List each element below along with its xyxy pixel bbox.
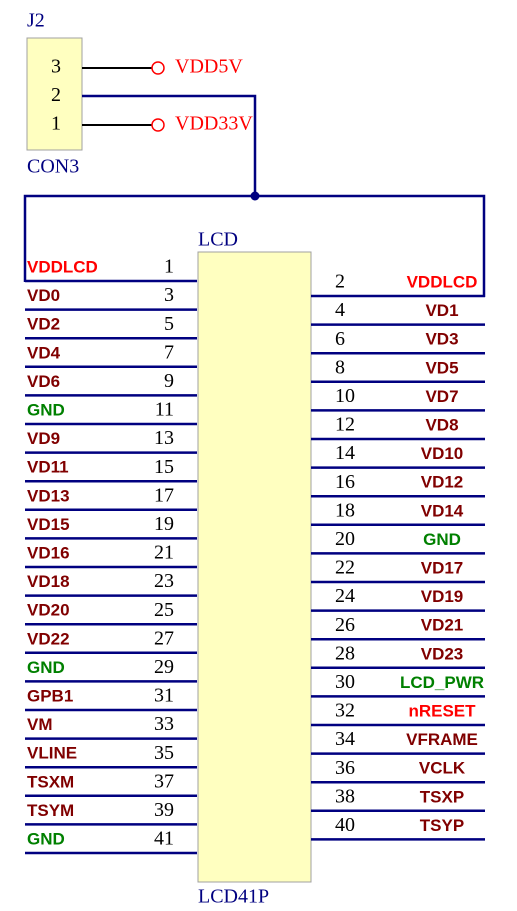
pin-number: 3 bbox=[164, 284, 174, 306]
net-label: VD18 bbox=[27, 572, 70, 591]
pin-number: 2 bbox=[335, 271, 345, 293]
power-port bbox=[151, 61, 165, 75]
net-label: nRESET bbox=[408, 701, 476, 720]
j2-ref: J2 bbox=[27, 10, 45, 32]
net-label: VFRAME bbox=[406, 730, 478, 749]
net-label: VD21 bbox=[421, 616, 464, 635]
pin-number: 31 bbox=[154, 685, 174, 707]
net-label: VD10 bbox=[421, 444, 464, 463]
net-label: VD20 bbox=[27, 601, 70, 620]
power-label: VDD5V bbox=[175, 56, 243, 78]
pin-number: 21 bbox=[154, 542, 174, 564]
net-label: GND bbox=[423, 530, 461, 549]
junction bbox=[250, 191, 260, 201]
net-label: VD22 bbox=[27, 629, 70, 648]
net-label: VCLK bbox=[419, 759, 466, 778]
net-label: VD11 bbox=[27, 458, 69, 477]
pin-number: 4 bbox=[335, 299, 345, 321]
pin-number: 39 bbox=[154, 799, 174, 821]
pin-number: 38 bbox=[335, 785, 355, 807]
net-label: VD0 bbox=[27, 286, 60, 305]
pin-number: 2 bbox=[51, 84, 61, 106]
net-label: VD9 bbox=[27, 429, 60, 448]
lcd-ref: LCD bbox=[198, 229, 238, 251]
net-label: VD4 bbox=[27, 343, 61, 362]
pin-number: 9 bbox=[164, 370, 174, 392]
pin-number: 19 bbox=[154, 513, 174, 535]
net-label: VD12 bbox=[421, 473, 464, 492]
net-label: GND bbox=[27, 658, 65, 677]
pin-number: 13 bbox=[154, 427, 174, 449]
net-label: VD8 bbox=[425, 415, 458, 434]
pin-number: 22 bbox=[335, 557, 355, 579]
net-label: LCD_PWR bbox=[400, 673, 484, 692]
net-label: VD23 bbox=[421, 644, 464, 663]
net-label: VD6 bbox=[27, 372, 60, 391]
net-label: VD16 bbox=[27, 543, 70, 562]
lcd-value: LCD41P bbox=[198, 886, 269, 908]
pin-number: 20 bbox=[335, 528, 355, 550]
pin-number: 40 bbox=[335, 814, 355, 836]
net-label: VD2 bbox=[27, 315, 60, 334]
net-label: TSXM bbox=[27, 772, 74, 791]
net-label: VD1 bbox=[425, 301, 458, 320]
pin-number: 10 bbox=[335, 385, 355, 407]
pin-number: 1 bbox=[51, 113, 61, 135]
net-label: TSYP bbox=[420, 816, 464, 835]
pin-number: 18 bbox=[335, 499, 355, 521]
pin-number: 33 bbox=[154, 713, 174, 735]
pin-number: 17 bbox=[154, 484, 174, 506]
pin-number: 25 bbox=[154, 599, 174, 621]
net-label: VD3 bbox=[425, 330, 458, 349]
pin-number: 41 bbox=[154, 828, 174, 850]
pin-number: 37 bbox=[154, 770, 174, 792]
j2-value: CON3 bbox=[27, 156, 79, 178]
pin-number: 3 bbox=[51, 56, 61, 78]
wire bbox=[82, 94, 257, 196]
pin-number: 7 bbox=[164, 341, 174, 363]
net-label: VD13 bbox=[27, 486, 70, 505]
pin-number: 27 bbox=[154, 627, 174, 649]
power-label: VDD33V bbox=[175, 113, 253, 135]
net-label: TSYM bbox=[27, 801, 74, 820]
pin-number: 16 bbox=[335, 471, 355, 493]
pin-number: 35 bbox=[154, 742, 174, 764]
pin-number: 30 bbox=[335, 671, 355, 693]
pin-number: 29 bbox=[154, 656, 174, 678]
net-label: VD7 bbox=[425, 387, 458, 406]
pin-number: 8 bbox=[335, 356, 345, 378]
net-label: VD15 bbox=[27, 515, 70, 534]
pin-number: 34 bbox=[335, 728, 355, 750]
net-label: GPB1 bbox=[27, 686, 73, 705]
pin-number: 36 bbox=[335, 757, 355, 779]
power-port bbox=[151, 118, 165, 132]
net-label: VD19 bbox=[421, 587, 464, 606]
net-label: TSXP bbox=[420, 787, 464, 806]
net-label: VD5 bbox=[425, 358, 458, 377]
net-label: GND bbox=[27, 829, 65, 848]
pin-number: 23 bbox=[154, 570, 174, 592]
pin-number: 28 bbox=[335, 642, 355, 664]
pin-number: 12 bbox=[335, 414, 355, 436]
lcd-body bbox=[197, 251, 312, 883]
pin-number: 24 bbox=[335, 585, 355, 607]
net-label: VM bbox=[27, 715, 53, 734]
j2-body bbox=[26, 37, 83, 151]
pin-number: 1 bbox=[164, 256, 174, 278]
net-label: VLINE bbox=[27, 744, 77, 763]
pin-number: 11 bbox=[155, 399, 174, 421]
net-label: VDDLCD bbox=[407, 272, 478, 291]
net-label: VDDLCD bbox=[27, 257, 98, 276]
pin-number: 5 bbox=[164, 313, 174, 335]
pin-number: 32 bbox=[335, 700, 355, 722]
pin-number: 15 bbox=[154, 456, 174, 478]
pin-number: 14 bbox=[335, 442, 355, 464]
pin-number: 26 bbox=[335, 614, 355, 636]
net-label: GND bbox=[27, 400, 65, 419]
net-label: VD17 bbox=[421, 558, 464, 577]
net-label: VD14 bbox=[421, 501, 464, 520]
pin-number: 6 bbox=[335, 328, 345, 350]
